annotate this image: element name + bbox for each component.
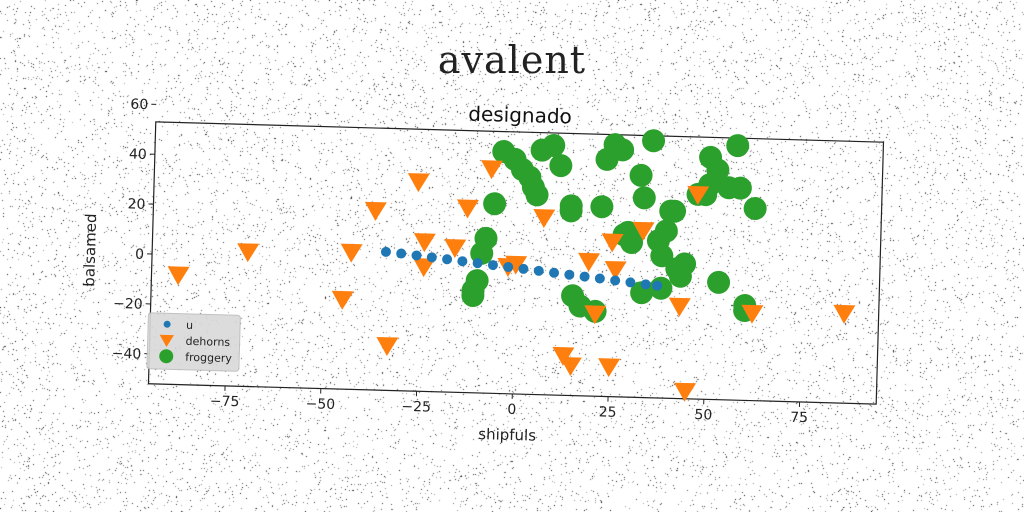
x-axis-label: shipfuls (478, 425, 536, 445)
data-point (625, 277, 636, 288)
data-point (559, 194, 583, 218)
data-point (396, 248, 407, 259)
data-point (237, 243, 260, 263)
y-tick-label: 20 (127, 196, 145, 212)
legend: u dehorns froggery (146, 312, 241, 372)
data-point (559, 357, 582, 377)
data-point (481, 160, 504, 180)
legend-marker (159, 334, 174, 348)
data-point (444, 238, 467, 258)
data-point (542, 133, 566, 157)
data-point (411, 250, 422, 261)
y-tick-label: −40 (112, 346, 142, 363)
data-point (472, 258, 483, 269)
y-tick-label: 0 (135, 247, 144, 263)
data-point (640, 279, 651, 290)
data-point (654, 219, 678, 243)
x-tick-label: 0 (507, 402, 516, 418)
y-tick-label: 60 (130, 97, 148, 113)
data-point (578, 252, 601, 272)
figure-suptitle: avalent (437, 38, 587, 82)
data-point (594, 273, 605, 284)
data-point (611, 138, 635, 162)
data-point (457, 256, 468, 267)
data-point (620, 230, 644, 254)
data-point (650, 244, 674, 268)
data-point (663, 199, 687, 223)
data-point (518, 263, 529, 274)
data-point (487, 260, 498, 271)
y-axis-label: balsamed (80, 213, 100, 287)
data-point (579, 271, 590, 282)
data-point (728, 176, 752, 200)
data-point (743, 196, 767, 220)
data-point (364, 201, 387, 221)
data-point (426, 252, 437, 263)
series-froggery (461, 129, 767, 323)
data-point (533, 209, 556, 229)
x-tick-label: −25 (401, 399, 431, 416)
data-point (632, 186, 656, 210)
data-point (413, 258, 436, 278)
data-point (456, 199, 479, 219)
data-point (673, 252, 697, 276)
data-point (584, 305, 607, 325)
data-point (833, 304, 856, 324)
data-point (642, 129, 666, 153)
data-point (632, 221, 655, 241)
data-point (610, 275, 621, 286)
data-point (483, 192, 507, 216)
legend-marker (159, 349, 174, 364)
data-point (564, 269, 575, 280)
chart-title: designado (468, 102, 572, 129)
data-point (668, 297, 691, 317)
legend-marker (163, 320, 171, 328)
data-point (601, 233, 624, 253)
data-point (590, 195, 614, 219)
data-point (706, 158, 730, 182)
series-u (380, 246, 663, 291)
data-point (376, 336, 399, 356)
data-point (503, 261, 514, 272)
x-tick-label: 75 (790, 410, 808, 426)
data-point (652, 280, 663, 291)
data-point (741, 304, 764, 324)
data-point (674, 382, 697, 402)
data-point (687, 185, 710, 205)
plot-group: designado −75 −50 −25 0 25 50 75−40−200204060 … (80, 97, 885, 445)
data-point (525, 183, 549, 207)
legend-label: froggery (185, 351, 232, 365)
data-point (380, 246, 391, 257)
data-marks (167, 129, 856, 402)
data-point (629, 163, 653, 187)
x-tick-label: 50 (694, 407, 712, 423)
y-tick-label: −20 (113, 296, 143, 313)
data-point (549, 154, 573, 178)
data-point (604, 260, 627, 280)
data-point (726, 134, 750, 158)
legend-label: dehorns (185, 335, 230, 349)
y-tick-label: 40 (129, 147, 147, 163)
data-point (707, 270, 731, 294)
data-point (552, 346, 575, 366)
data-point (442, 254, 453, 265)
legend-label: u (186, 319, 193, 332)
series-dehorns (167, 160, 856, 402)
data-point (461, 278, 485, 302)
data-point (407, 173, 430, 193)
data-point (505, 255, 528, 275)
x-tick-label: −75 (210, 393, 240, 410)
data-point (549, 267, 560, 278)
x-tick-label: 25 (598, 404, 616, 420)
data-point (167, 266, 190, 286)
data-point (331, 290, 354, 310)
ticks: −75 −50 −25 0 25 50 75 −40 −20 0 20 40 60 (112, 97, 809, 427)
data-point (413, 233, 436, 253)
data-point (598, 358, 621, 378)
x-tick-label: −50 (305, 396, 335, 413)
data-point (340, 243, 363, 263)
data-point (533, 265, 544, 276)
